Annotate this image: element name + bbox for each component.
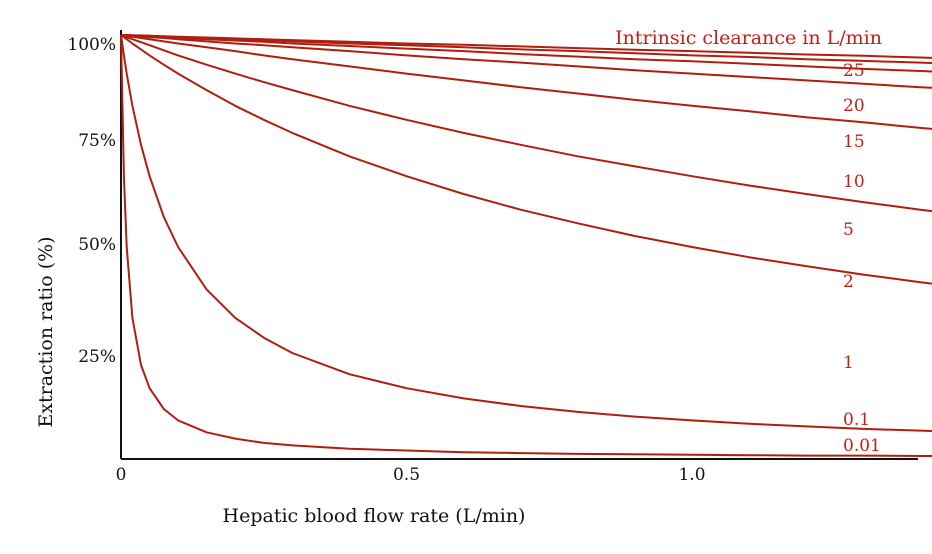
curve-label: 15 [843,132,865,152]
curve-label: 10 [843,172,865,192]
curve-label: 0.1 [843,410,870,430]
curve-labels: 25 20 15 10 5 2 1 0.1 0.01 [843,61,881,456]
y-tick-label: 50% [78,235,116,255]
curve-0-1 [120,34,932,432]
axes [120,30,918,460]
curve-label: 2 [843,272,854,292]
curve-label: 1 [843,353,854,373]
curve-label: 0.01 [843,436,881,456]
curve-label: 20 [843,96,865,116]
y-axis-title: Extraction ratio (%) [35,236,57,427]
x-tick-label: 1.0 [678,465,705,485]
curves [120,34,932,457]
x-tick-label: 0 [116,465,127,485]
x-tick-label: 0.5 [393,465,420,485]
y-tick-label: 25% [78,347,116,367]
y-tick-labels: 25% 50% 75% 100% [67,35,116,367]
curve-10 [121,34,932,89]
curve-label: 25 [843,61,865,81]
curve-5 [120,34,932,130]
curve-2 [120,34,932,213]
curve-0-01 [120,34,932,457]
curve-label: 5 [843,220,854,240]
y-tick-label: 75% [78,131,116,151]
y-tick-label: 100% [67,35,116,55]
x-tick-labels: 00.51.01.52.02.5 [116,465,706,485]
x-axis-title: Hepatic blood flow rate (L/min) [223,505,526,527]
legend-title: Intrinsic clearance in L/min [615,27,882,49]
curve-1 [120,34,932,285]
